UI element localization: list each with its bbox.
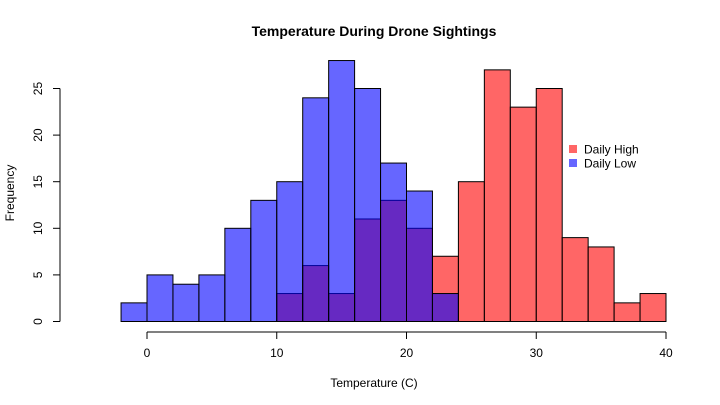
daily-high-bar [587, 246, 615, 322]
legend-label-daily-high: Daily High [584, 143, 639, 157]
x-tick-label: 10 [270, 346, 284, 360]
x-tick-label: 0 [144, 346, 151, 360]
daily-low-bar [120, 302, 148, 322]
daily-low-bar [146, 274, 174, 322]
x-tick-label: 40 [659, 346, 673, 360]
daily-low-bar [172, 283, 200, 322]
y-axis: 0 5 10 15 20 25 [31, 82, 61, 325]
daily-high-bar [457, 181, 485, 322]
daily-high-bar [639, 293, 667, 323]
daily-high-bar [483, 69, 511, 322]
daily-high-bar [613, 302, 641, 322]
x-axis-label: Temperature (C) [330, 376, 417, 390]
daily-high-bar [561, 237, 589, 322]
daily-low-bar [224, 227, 252, 322]
daily-low-bar [431, 293, 459, 323]
legend-swatch-daily-low [569, 159, 577, 167]
daily-low-bar [276, 181, 304, 322]
x-tick-label: 20 [400, 346, 414, 360]
daily-low-bar [354, 88, 382, 322]
daily-low-bars [120, 60, 459, 323]
y-tick-label: 20 [31, 128, 45, 142]
y-tick-label: 15 [31, 175, 45, 189]
y-axis-label: Frequency [3, 165, 17, 222]
daily-low-bar [328, 60, 356, 322]
y-tick-label: 10 [31, 221, 45, 235]
x-axis: 0 10 20 30 40 [144, 331, 673, 360]
daily-low-bar [406, 190, 433, 322]
y-tick-label: 25 [31, 82, 45, 96]
legend-label-daily-low: Daily Low [584, 157, 636, 171]
x-tick-label: 30 [530, 346, 544, 360]
y-tick-label: 0 [31, 318, 45, 325]
legend-swatch-daily-high [569, 145, 577, 153]
daily-high-bar [535, 88, 563, 322]
daily-low-bar [198, 274, 226, 322]
daily-low-bar [250, 199, 278, 322]
chart-title: Temperature During Drone Sightings [252, 23, 497, 39]
daily-low-bar [380, 162, 407, 322]
daily-high-bar [509, 106, 537, 322]
y-tick-label: 5 [31, 271, 45, 278]
daily-low-bar [302, 97, 330, 322]
